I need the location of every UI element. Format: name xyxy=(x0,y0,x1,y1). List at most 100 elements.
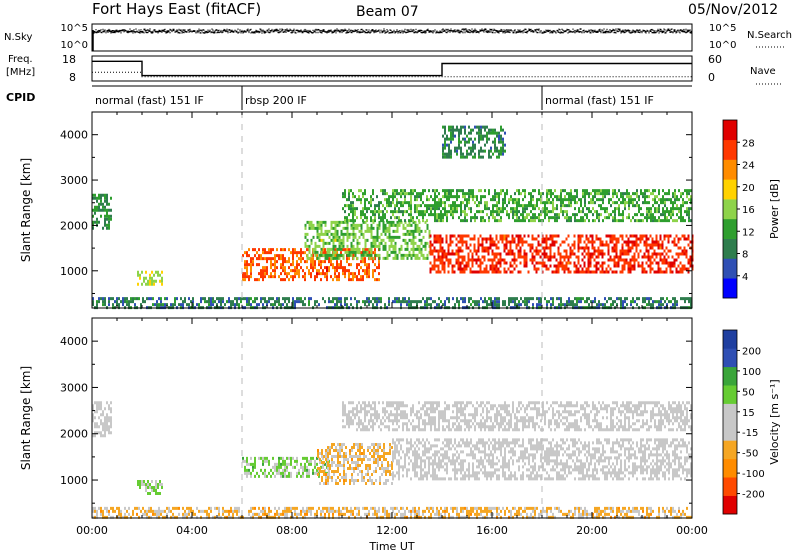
freq-tick-high: 18 xyxy=(62,53,76,66)
freq-label-line1: Freq. xyxy=(8,54,33,65)
y-tick-label: 3000 xyxy=(60,381,88,394)
nsky-dots xyxy=(92,28,693,51)
y-tick-label: 1000 xyxy=(60,474,88,487)
scatter-region xyxy=(342,401,692,432)
scatter-cells xyxy=(317,443,393,485)
scatter-cells xyxy=(94,506,692,519)
nsky-tick-low: 10^0 xyxy=(61,40,88,51)
colorbar-tick-label: 12 xyxy=(742,227,755,238)
cpid-segment-label: normal (fast) 151 IF xyxy=(545,94,654,107)
nsearch-tick-low: 10^0 xyxy=(709,40,736,51)
scatter-cells xyxy=(137,270,163,286)
nsky-label: N.Sky xyxy=(4,32,32,43)
scatter-cells xyxy=(342,189,692,223)
colorbar-swatch xyxy=(723,218,737,239)
scatter-cells xyxy=(342,401,692,432)
x-axis-label: Time UT xyxy=(368,540,414,553)
cpid-strip: CPID normal (fast) 151 IF rbsp 200 IF norm… xyxy=(6,85,692,110)
scatter-cells xyxy=(141,480,163,492)
scatter-cells xyxy=(92,401,112,438)
x-tick-label: 08:00 xyxy=(276,524,308,537)
nsky-noise-trace xyxy=(92,28,693,34)
colorbar-tick-label: 4 xyxy=(742,272,748,283)
x-tick-label: 04:00 xyxy=(176,524,208,537)
freq-strip: Freq. [MHz] 18 8 60 0 Nave xyxy=(6,53,782,85)
colorbar-tick-label: 100 xyxy=(742,367,761,378)
x-tick-label: 00:00 xyxy=(76,524,108,537)
scatter-cells xyxy=(137,270,163,286)
cpid-segment-label: rbsp 200 IF xyxy=(245,94,307,107)
cpid-segment-label: normal (fast) 151 IF xyxy=(95,94,204,107)
colorbar-swatch xyxy=(723,159,737,180)
x-tick-label: 12:00 xyxy=(376,524,408,537)
colorbar-swatch xyxy=(723,330,737,349)
cpid-segments: normal (fast) 151 IF rbsp 200 IF normal (f… xyxy=(95,86,654,110)
colorbar-tick-label: 28 xyxy=(742,138,755,149)
power-panel: 1000 2000 3000 4000 Slant Range [km] 28 24 20 16… xyxy=(19,111,781,310)
colorbar: 200 100 50 15 -15 -50 -100 -200 Velocity [m s⁻¹] xyxy=(722,329,781,515)
scatter-cells xyxy=(92,193,112,230)
colorbar-tick-label: -50 xyxy=(742,449,758,460)
scatter-region xyxy=(242,456,330,478)
nsearch-tick-high: 10^5 xyxy=(709,23,736,34)
scatter-region xyxy=(137,480,163,495)
nave-tick-high: 60 xyxy=(708,53,722,66)
colorbar-swatch xyxy=(723,458,737,478)
scatter-region xyxy=(342,189,692,223)
scatter-cells xyxy=(442,125,504,159)
scatter-region xyxy=(92,193,112,230)
scatter-region xyxy=(92,401,112,438)
x-tick-label: 20:00 xyxy=(576,524,608,537)
colorbar-swatch xyxy=(723,238,737,259)
colorbar-tick-label: 20 xyxy=(742,183,755,194)
freq-frame xyxy=(91,55,693,82)
scatter-cells xyxy=(242,248,380,282)
nave-dotted-line xyxy=(92,71,692,78)
colorbar-swatch xyxy=(723,199,737,220)
scatter-cells xyxy=(92,297,678,310)
station-title: Fort Hays East (fitACF) xyxy=(92,0,261,18)
scatter-cells xyxy=(429,234,694,274)
y-tick-label: 3000 xyxy=(60,174,88,187)
colorbar-label: Power [dB] xyxy=(768,179,781,239)
colorbar-swatch xyxy=(723,120,737,141)
colorbar-tick-label: 200 xyxy=(742,346,761,357)
nave-tick-low: 0 xyxy=(708,71,715,84)
velocity-panel: 1000 2000 3000 4000 Slant Range [km] 200 100 50… xyxy=(19,317,781,553)
scatter-region xyxy=(92,506,692,519)
scatter-region xyxy=(304,220,431,260)
colorbar-swatch xyxy=(723,403,737,423)
colorbar-swatch xyxy=(723,366,737,386)
scatter-region xyxy=(442,125,506,159)
colorbar-tick-label: -200 xyxy=(742,490,765,501)
nsky-strip: N.Sky 10^5 10^0 10^5 10^0 N.Search xyxy=(4,23,792,52)
date-title: 05/Nov/2012 xyxy=(688,2,778,18)
colorbar-label: Velocity [m s⁻¹] xyxy=(768,379,781,464)
scatter-cells xyxy=(137,480,163,495)
cpid-label: CPID xyxy=(6,91,35,104)
y-tick-label: 2000 xyxy=(60,219,88,232)
colorbar-tick-label: 8 xyxy=(742,250,748,261)
colorbar-swatch xyxy=(723,440,737,460)
scatter-cells xyxy=(320,238,337,242)
colorbar-tick-label: -15 xyxy=(742,428,758,439)
colorbar-swatch xyxy=(723,422,737,441)
scatter-cells xyxy=(316,251,364,276)
scatter-cells xyxy=(392,438,692,481)
freq-tick-low: 8 xyxy=(69,71,76,84)
scatter-region xyxy=(242,248,380,282)
colorbar-swatch xyxy=(723,348,737,368)
colorbar-swatch xyxy=(723,477,737,496)
colorbar-swatch xyxy=(723,139,737,160)
y-tick-label: 4000 xyxy=(60,335,88,348)
nave-label: Nave xyxy=(750,66,776,77)
colorbar: 28 24 20 16 12 8 4 Power [dB] xyxy=(722,119,781,299)
colorbar-frame xyxy=(722,329,738,515)
y-tick-label: 2000 xyxy=(60,428,88,441)
colorbar-swatch xyxy=(723,258,737,279)
scatter-cells xyxy=(242,248,380,282)
x-tick-label: 00:00 xyxy=(676,524,708,537)
scatter-cells xyxy=(242,456,326,478)
